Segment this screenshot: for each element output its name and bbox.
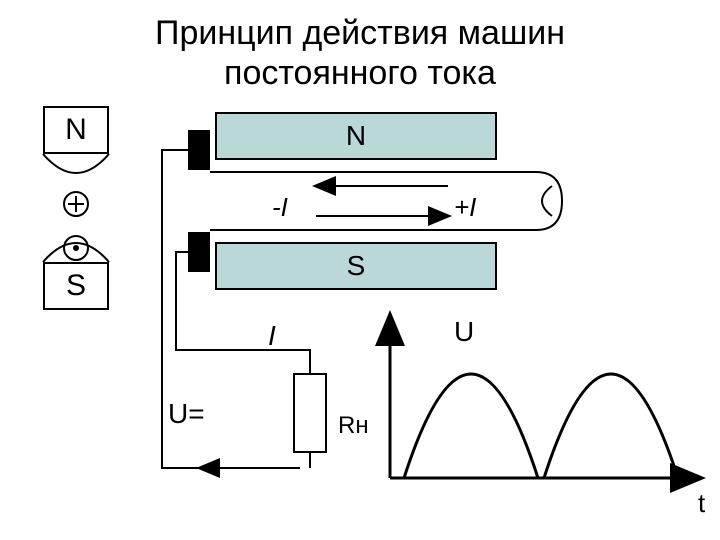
wire-top: [162, 150, 300, 468]
wire-bottom: [176, 252, 310, 374]
resistor-box: [294, 374, 326, 452]
graph-hump-2: [544, 374, 678, 478]
left-arc-top: [43, 154, 109, 173]
svg-overlay: [0, 0, 720, 540]
diagram-canvas: { "title": { "line1": "Принцип действия …: [0, 0, 720, 540]
conductor-right-loop: [536, 172, 562, 230]
graph-hump-1: [404, 374, 538, 478]
